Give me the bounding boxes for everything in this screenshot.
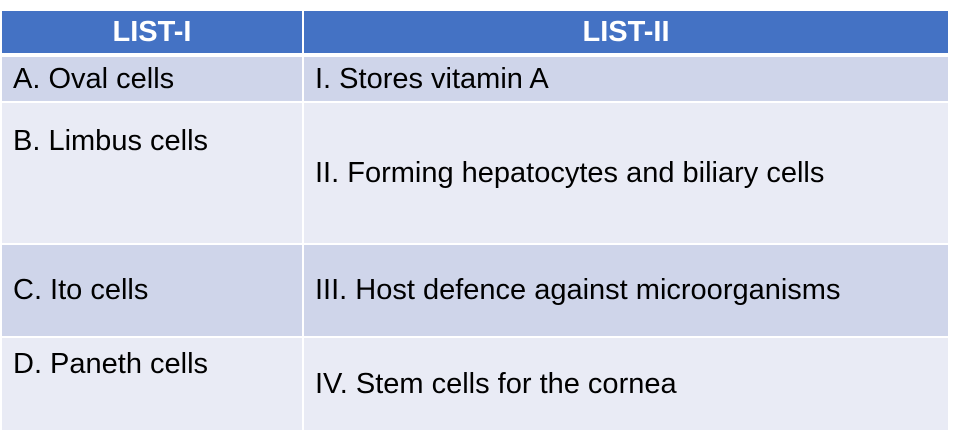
table-row: A. Oval cells I. Stores vitamin A xyxy=(2,57,950,103)
header-list-1: LIST-I xyxy=(2,11,304,57)
table-row: B. Limbus cells II. Forming hepatocytes … xyxy=(2,103,950,245)
list-1-item: A. Oval cells xyxy=(2,57,304,103)
list-2-item: I. Stores vitamin A xyxy=(304,57,950,103)
list-1-item: C. Ito cells xyxy=(2,245,304,338)
list-1-item: B. Limbus cells xyxy=(2,103,304,245)
list-2-item: IV. Stem cells for the cornea xyxy=(304,338,950,432)
list-2-item: III. Host defence against microorganisms xyxy=(304,245,950,338)
list-1-item: D. Paneth cells xyxy=(2,338,304,432)
table-row: D. Paneth cells IV. Stem cells for the c… xyxy=(2,338,950,432)
list-2-item: II. Forming hepatocytes and biliary cell… xyxy=(304,103,950,245)
header-list-2: LIST-II xyxy=(304,11,950,57)
table-row: C. Ito cells III. Host defence against m… xyxy=(2,245,950,338)
header-row: LIST-I LIST-II xyxy=(2,11,950,57)
matching-table: LIST-I LIST-II A. Oval cells I. Stores v… xyxy=(2,11,950,432)
